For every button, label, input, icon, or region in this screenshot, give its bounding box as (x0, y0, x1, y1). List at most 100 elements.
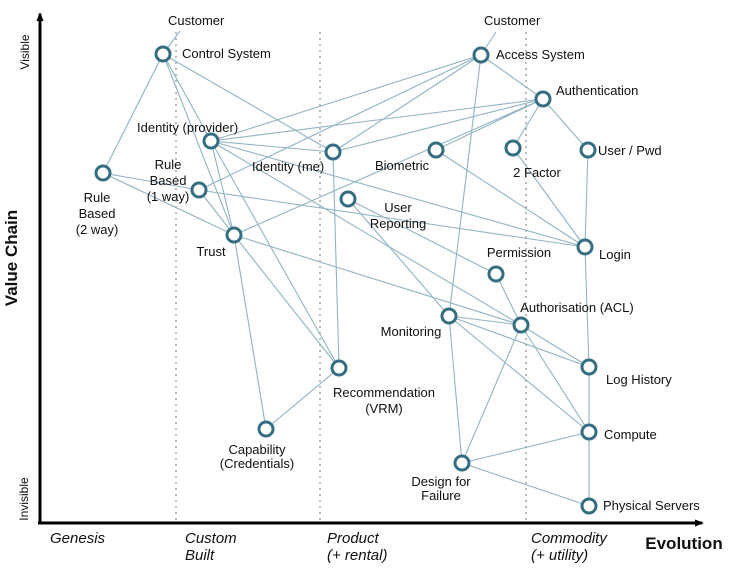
edge-control_system-identity_provider (162, 53, 212, 142)
node-recommendation[interactable] (330, 359, 348, 377)
node-control_system[interactable] (154, 45, 172, 63)
node-auth_acl[interactable] (512, 316, 530, 334)
node-label-auth_acl: Authorisation (ACL) (520, 300, 633, 315)
edge-login-log_history (584, 246, 590, 368)
node-label-trust: Trust (196, 244, 226, 259)
node-identity_provider[interactable] (202, 132, 220, 150)
node-user_reporting[interactable] (339, 190, 357, 208)
edge-auth_acl-compute (520, 324, 590, 433)
edge-monitoring-log_history (448, 315, 590, 368)
edge-control_system-trust (162, 53, 235, 236)
node-trust[interactable] (225, 226, 243, 244)
edge-access_system-authentication (480, 54, 544, 100)
node-label-log_history: Log History (606, 372, 672, 387)
edge-monitoring-design_failure (448, 315, 463, 464)
node-label-access_system: Access System (496, 47, 585, 62)
stage-label-2: Custom Built (185, 530, 237, 564)
edge-user_reporting-monitoring (347, 198, 450, 317)
axis-label-value-chain: Value Chain (2, 210, 21, 306)
node-label-customer_right: Customer (484, 13, 541, 28)
edge-authentication-two_factor (512, 98, 544, 149)
node-label-identity_provider: Identity (provider) (137, 120, 238, 135)
edge-control_system-identity_me (162, 53, 334, 153)
edge-auth_acl-log_history (520, 324, 590, 368)
edge-identity_provider-trust (210, 140, 235, 236)
node-biometric[interactable] (427, 141, 445, 159)
edge-control_system-rb2way (102, 53, 164, 174)
edge-authentication-identity_provider (210, 98, 544, 142)
axis-label-visible: Visible (18, 34, 32, 69)
edge-trust-recommendation (233, 234, 340, 369)
node-label-rb2way: Rule Based (2 way) (76, 190, 119, 237)
node-label-identity_me: Identity (me) (252, 159, 324, 174)
edge-user_pwd-login (584, 149, 589, 248)
node-label-customer_left: Customer (168, 13, 225, 28)
edge-trust-capability (233, 234, 267, 430)
axis-label-evolution: Evolution (645, 534, 722, 553)
edge-access_system-identity_provider (210, 54, 482, 142)
node-label-biometric: Biometric (375, 158, 430, 173)
node-label-control_system: Control System (182, 46, 271, 61)
node-rb2way[interactable] (94, 164, 112, 182)
stage-label-3: Product (+ rental) (327, 530, 387, 564)
node-label-recommendation: Recommendation (VRM) (333, 385, 435, 416)
node-identity_me[interactable] (324, 143, 342, 161)
node-capability[interactable] (257, 420, 275, 438)
edge-authentication-trust (233, 98, 544, 236)
edge-identity_provider-login (210, 140, 586, 248)
edge-permission-auth_acl (495, 273, 522, 326)
node-label-user_reporting: User Reporting (370, 200, 426, 231)
node-monitoring[interactable] (440, 307, 458, 325)
edge-auth_acl-design_failure (461, 324, 522, 464)
node-label-authentication: Authentication (556, 83, 638, 98)
edge-biometric-login (435, 149, 586, 248)
edge-authentication-user_pwd (542, 98, 589, 151)
node-label-permission: Permission (487, 245, 551, 260)
edge-monitoring-auth_acl (448, 315, 522, 326)
edge-identity_provider-recommendation (210, 140, 340, 369)
edge-identity_provider-identity_me (210, 140, 334, 153)
node-label-monitoring: Monitoring (381, 324, 442, 339)
node-authentication[interactable] (534, 90, 552, 108)
edge-access_system-identity_me (332, 54, 482, 153)
node-compute[interactable] (580, 423, 598, 441)
edge-identity_me-recommendation (332, 151, 340, 369)
node-label-physical_servers: Physical Servers (603, 498, 700, 513)
node-log_history[interactable] (580, 358, 598, 376)
edge-authentication-identity_me (332, 98, 544, 153)
edge-rb1way-trust (198, 189, 235, 236)
edge-identity_provider-auth_acl (210, 140, 522, 326)
edge-rb2way-rb1way (102, 172, 200, 191)
edge-design_failure-compute (461, 431, 590, 464)
node-access_system[interactable] (472, 46, 490, 64)
node-label-compute: Compute (604, 427, 657, 442)
edge-two_factor-login (512, 147, 586, 248)
node-label-design_failure: Design for Failure (411, 474, 471, 503)
edge-rb1way-login (198, 189, 586, 248)
edge-authentication-biometric (435, 98, 544, 151)
node-login[interactable] (576, 238, 594, 256)
edge-user_reporting-permission (347, 198, 497, 275)
edge-rb2way-trust (102, 172, 235, 236)
node-rb1way[interactable] (190, 181, 208, 199)
node-permission[interactable] (487, 265, 505, 283)
node-physical_servers[interactable] (580, 497, 598, 515)
edge-access_system-monitoring (448, 54, 482, 317)
node-design_failure[interactable] (453, 454, 471, 472)
edge-recommendation-capability (265, 367, 340, 430)
edge-access_system-rb1way (198, 54, 482, 191)
stage-label-1: Genesis (50, 530, 106, 547)
stage-label-4: Commodity (+ utility) (531, 530, 608, 564)
edge-monitoring-compute (448, 315, 590, 433)
node-two_factor[interactable] (504, 139, 522, 157)
axis-label-invisible: Invisible (17, 477, 31, 521)
node-label-capability: Capability (Credentials) (220, 442, 294, 471)
edge-design_failure-physical_servers (461, 462, 590, 507)
node-label-login: Login (599, 247, 631, 262)
node-user_pwd[interactable] (579, 141, 597, 159)
edge-trust-auth_acl (233, 234, 522, 326)
node-label-two_factor: 2 Factor (513, 165, 561, 180)
node-label-user_pwd: User / Pwd (598, 143, 662, 158)
